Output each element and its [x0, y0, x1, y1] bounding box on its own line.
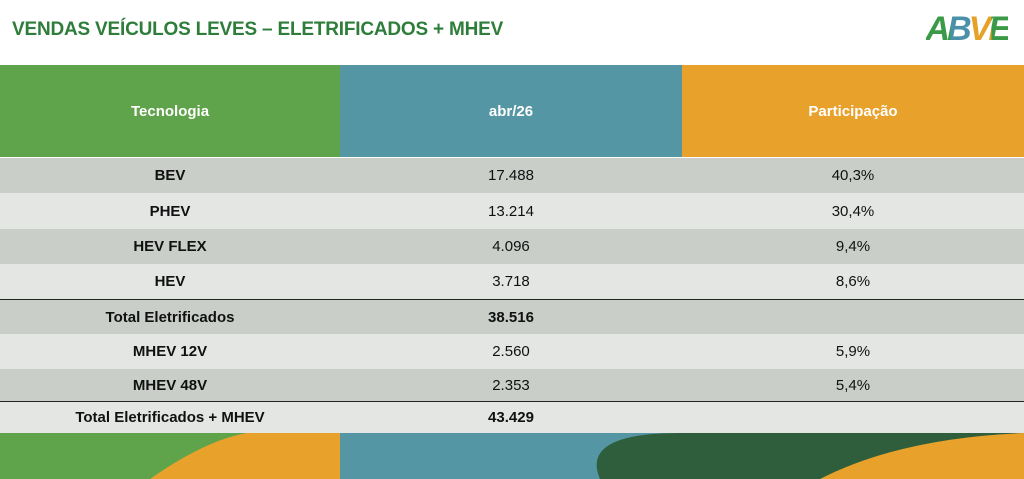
table-cell: HEV FLEX	[133, 238, 207, 255]
table-row: BEV 17.488 40,3%	[0, 158, 1024, 193]
table-cell: BEV	[154, 167, 186, 184]
table-cell: 40,3%	[831, 167, 875, 184]
table-cell: 43.429	[488, 409, 534, 426]
table-cell: PHEV	[149, 202, 191, 220]
table-cell: Total Eletrificados	[105, 308, 235, 326]
table-row: HEV FLEX 4.096 9,4%	[0, 229, 1024, 264]
header-cell: Tecnologia	[0, 65, 340, 157]
table-row: MHEV 12V 2.560 5,9%	[0, 334, 1024, 369]
table-cell: 3.718	[492, 273, 530, 290]
table-row: MHEV 48V 2.353 5,4%	[0, 369, 1024, 401]
table-row: Total Eletrificados + MHEV 43.429	[0, 401, 1024, 433]
table-cell: MHEV 48V	[132, 376, 208, 394]
table-cell: MHEV 12V	[132, 343, 208, 360]
table-row: HEV 3.718 8,6%	[0, 264, 1024, 299]
logo: ABVE	[925, 10, 1011, 49]
header-cell: abr/26	[340, 65, 682, 157]
table-cell: 8,6%	[835, 273, 871, 290]
table-cell: 17.488	[488, 167, 534, 184]
table-cell: 5,9%	[835, 343, 871, 360]
table-cell: HEV	[154, 273, 186, 290]
table-cell: 38.516	[488, 308, 534, 326]
logo-text: ABVE	[925, 10, 1011, 48]
table-cell: 2.353	[492, 376, 530, 394]
table-cell: 4.096	[492, 238, 530, 255]
table-row: Total Eletrificados 38.516	[0, 299, 1024, 334]
table-cell: Total Eletrificados + MHEV	[75, 409, 265, 426]
table-cell: 13.214	[488, 202, 534, 220]
header-cell: Participação	[682, 65, 1024, 157]
title: VENDAS VEÍCULOS LEVES – ELETRIFICADOS + …	[12, 19, 504, 40]
table-cell: 30,4%	[831, 202, 875, 220]
table-row: PHEV 13.214 30,4%	[0, 193, 1024, 229]
table-cell: 2.560	[492, 343, 530, 360]
table-cell: 5,4%	[835, 376, 871, 394]
decoration	[0, 433, 1024, 479]
table-cell: 9,4%	[835, 238, 871, 255]
